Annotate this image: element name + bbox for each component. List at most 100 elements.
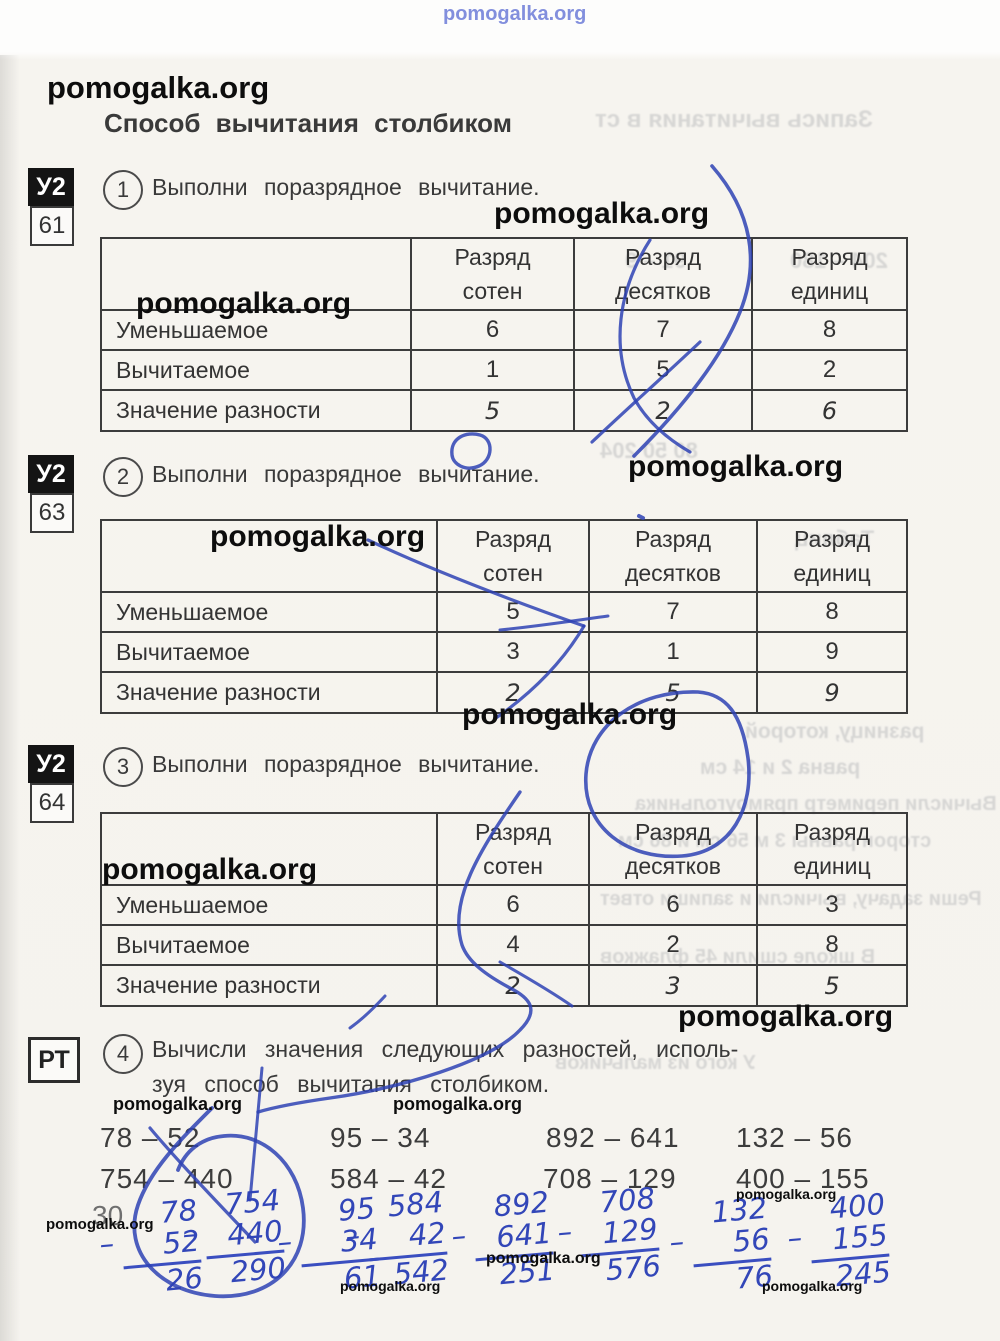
handwritten-difference-hundreds: 5 <box>410 389 575 432</box>
source-ref-61: 61 <box>30 206 74 246</box>
handwritten-column-work: 754 –440 290 <box>181 1183 287 1291</box>
place-value-table-1: Разряд сотен Разряд десятков Разряд един… <box>100 237 908 432</box>
row-label-difference: Значение разности <box>100 964 438 1007</box>
minuend-tens: 6 <box>588 884 758 926</box>
minus-sign: – <box>450 1218 468 1254</box>
row-label-difference: Значение разности <box>100 671 438 714</box>
source-ref-64: 64 <box>30 783 74 823</box>
page-title: Способ вычитания столбиком <box>104 108 512 138</box>
expression: 95 – 34 <box>330 1122 431 1153</box>
col-header-ones: Разряд единиц <box>756 812 908 886</box>
minus-sign: – <box>276 1224 294 1260</box>
minuend-tens: 7 <box>573 309 753 351</box>
handwritten-difference-hundreds: 2 <box>436 964 590 1007</box>
handwritten-difference-ones: 6 <box>751 389 908 432</box>
watermark: pomogalka.org <box>46 1216 154 1233</box>
work-subtrahend: 42 <box>407 1215 448 1254</box>
source-badge-rt: РТ <box>28 1037 80 1083</box>
row-label-minuend: Уменьшаемое <box>100 591 438 633</box>
bleedthrough-text: равна 2 и 14 см <box>700 756 861 779</box>
col-header-hundreds: Разряд сотен <box>436 519 590 593</box>
bleedthrough-text: Запись вычитания в ст <box>595 106 873 133</box>
watermark: pomogalka.org <box>462 698 678 731</box>
minuend-ones: 3 <box>756 884 908 926</box>
row-label-minuend: Уменьшаемое <box>100 884 438 926</box>
source-ref-63: 63 <box>30 493 74 533</box>
minuend-ones: 8 <box>756 591 908 633</box>
expression: 708 – 129 <box>543 1163 677 1194</box>
minuend-hundreds: 5 <box>436 591 590 633</box>
minus-sign: – <box>556 1214 574 1250</box>
col-header-ones: Разряд единиц <box>751 237 908 311</box>
watermark: pomogalka.org <box>678 1000 894 1033</box>
row-label-subtrahend: Вычитаемое <box>100 631 438 673</box>
subtrahend-tens: 5 <box>573 349 753 391</box>
minus-sign: – <box>786 1220 804 1256</box>
handwritten-column-work: 892 –641 251 <box>450 1185 556 1293</box>
handwritten-column-work: 584 –42 542 <box>344 1185 450 1293</box>
table-corner-cell <box>100 237 412 311</box>
col-header-ones: Разряд единиц <box>756 519 908 593</box>
watermark: pomogalka.org <box>762 1278 863 1294</box>
col-header-tens: Разряд десятков <box>588 519 758 593</box>
page-number: 30 <box>92 1200 124 1231</box>
watermark: pomogalka.org <box>393 1094 523 1114</box>
source-badge-u2: У2 <box>28 745 74 783</box>
watermark: pomogalka.org <box>494 197 710 230</box>
minuend-ones: 8 <box>751 309 908 351</box>
handwritten-difference-ones: 5 <box>756 964 908 1007</box>
expression: 584 – 42 <box>330 1163 447 1194</box>
exercise-3-number: 3 <box>103 747 143 787</box>
subtrahend-tens: 2 <box>588 924 758 966</box>
subtrahend-hundreds: 3 <box>436 631 590 673</box>
source-badge-u2: У2 <box>28 455 74 493</box>
exercise-4-number: 4 <box>103 1034 143 1074</box>
exercise-3-instruction: Выполни поразрядное вычитание. <box>152 751 540 777</box>
subtrahend-ones: 8 <box>756 924 908 966</box>
subtrahend-ones: 2 <box>751 349 908 391</box>
minuend-tens: 7 <box>588 591 758 633</box>
col-header-hundreds: Разряд сотен <box>436 812 590 886</box>
handwritten-column-work: 708 –129 576 <box>556 1181 662 1289</box>
work-subtrahend: 129 <box>600 1211 660 1251</box>
handwritten-difference-tens: 3 <box>588 964 758 1007</box>
row-label-minuend: Уменьшаемое <box>100 309 412 351</box>
exercise-1-number: 1 <box>103 170 143 210</box>
minus-sign: – <box>98 1226 116 1262</box>
watermark: pomogalka.org <box>210 520 426 553</box>
watermark: pomogalka.org <box>136 287 352 320</box>
expression: 132 – 56 <box>736 1122 853 1153</box>
subtrahend-hundreds: 1 <box>410 349 575 391</box>
minuend-hundreds: 6 <box>410 309 575 351</box>
work-subtrahend: 440 <box>225 1213 285 1253</box>
handwritten-difference-tens: 2 <box>573 389 753 432</box>
work-subtrahend: 56 <box>731 1221 772 1260</box>
col-header-tens: Разряд десятков <box>588 812 758 886</box>
place-value-table-3: Разряд сотен Разряд десятков Разряд един… <box>100 812 908 1007</box>
expression: 400 – 155 <box>736 1163 870 1194</box>
watermark: pomogalka.org <box>628 450 844 483</box>
bleedthrough-text: разницу, которой <box>745 720 925 743</box>
exercise-2-number: 2 <box>103 457 143 497</box>
exercise-2-instruction: Выполни поразрядное вычитание. <box>152 461 540 487</box>
col-header-hundreds: Разряд сотен <box>410 237 575 311</box>
minus-sign: – <box>181 1216 199 1252</box>
pen-dot <box>637 514 645 520</box>
handwritten-difference-ones: 9 <box>756 671 908 714</box>
exercise-4-instruction-line1: Вычисли значения следующих разностей, ис… <box>152 1036 739 1062</box>
work-subtrahend: 155 <box>830 1217 890 1257</box>
row-label-subtrahend: Вычитаемое <box>100 924 438 966</box>
watermark: pomogalka.org <box>113 1094 243 1114</box>
expression: 892 – 641 <box>546 1122 680 1153</box>
subtrahend-hundreds: 4 <box>436 924 590 966</box>
watermark: pomogalka.org <box>340 1278 441 1294</box>
watermark: pomogalka.org <box>102 853 318 886</box>
minus-sign: – <box>668 1224 686 1260</box>
source-badge-u2: У2 <box>28 168 74 206</box>
watermark: pomogalka.org <box>736 1186 837 1202</box>
expression: 78 – 52 <box>100 1122 201 1153</box>
watermark: pomogalka.org <box>47 70 270 105</box>
minuend-hundreds: 6 <box>436 884 590 926</box>
row-label-subtrahend: Вычитаемое <box>100 349 412 391</box>
watermark-top: pomogalka.org <box>443 3 587 25</box>
